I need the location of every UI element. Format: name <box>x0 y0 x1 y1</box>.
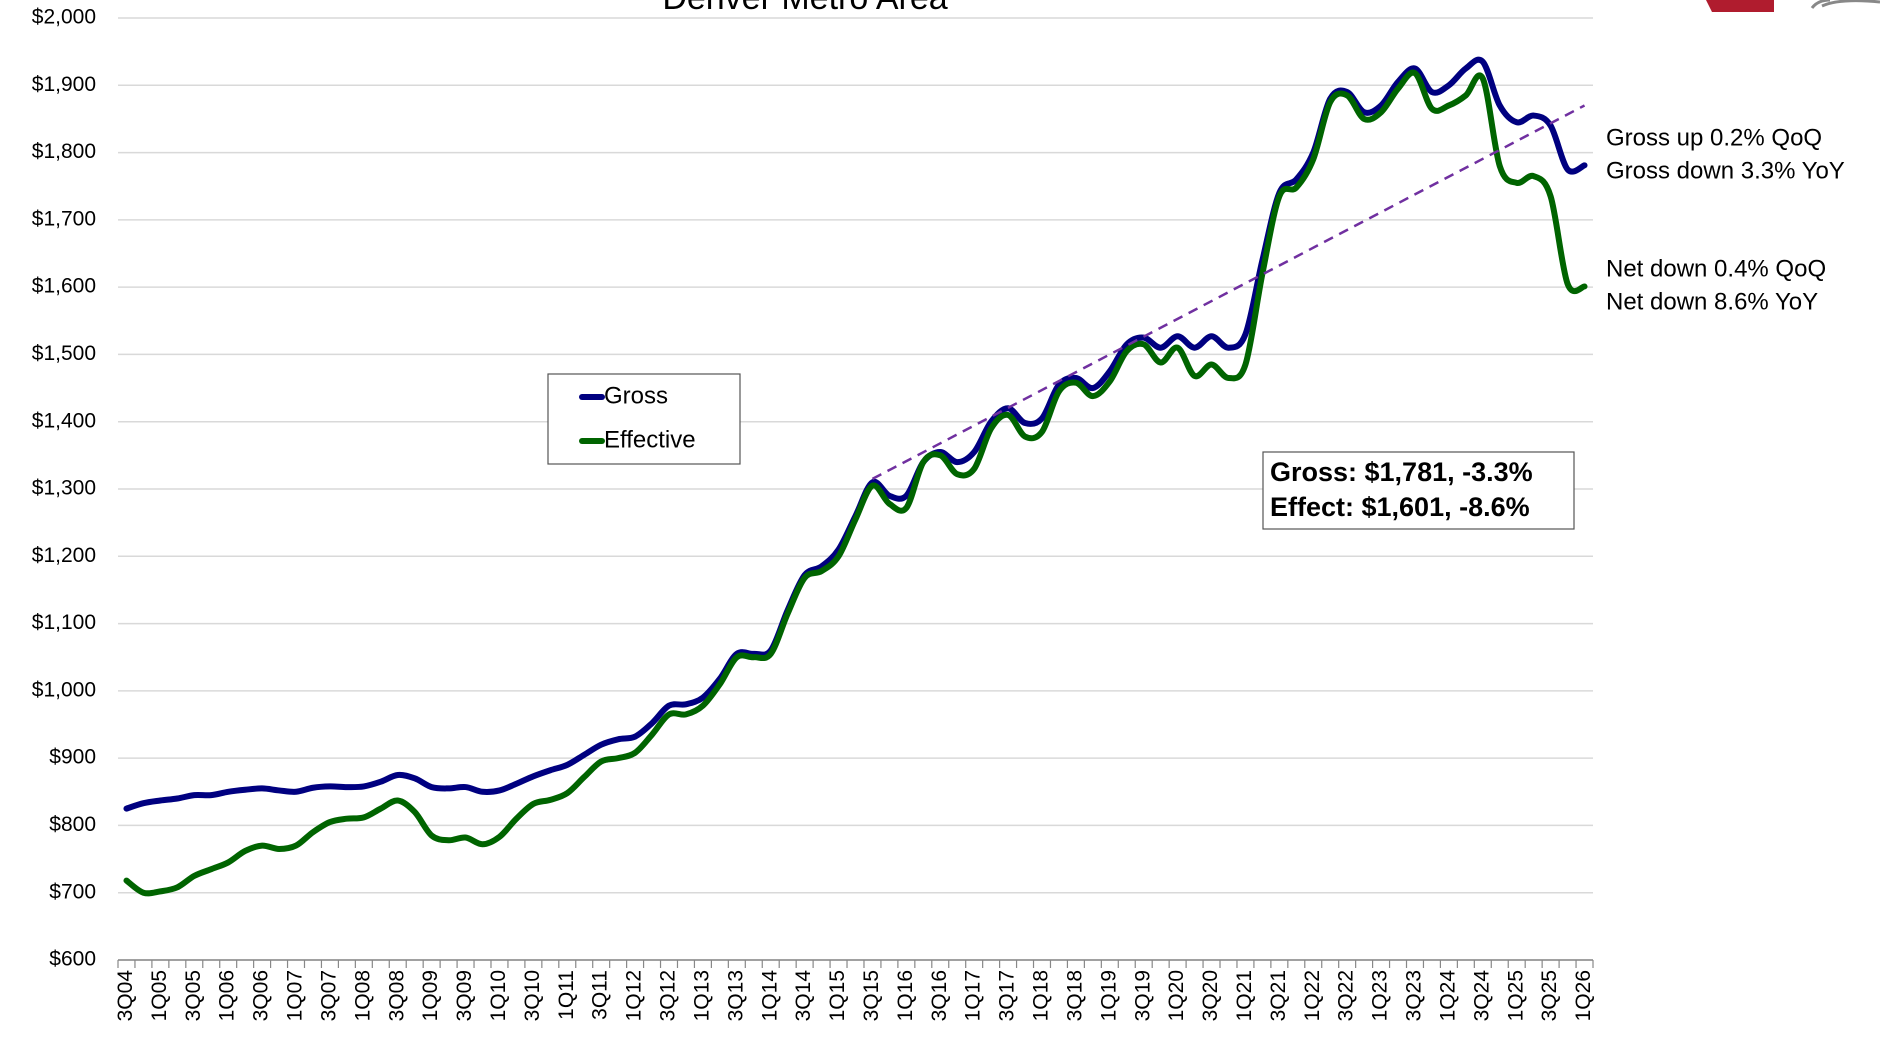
x-tick-label: 1Q15 <box>826 970 849 1021</box>
y-tick-label: $800 <box>49 813 96 836</box>
y-tick-label: $1,200 <box>32 544 96 567</box>
x-tick-label: 1Q18 <box>1030 970 1053 1021</box>
x-tick-label: 1Q22 <box>1301 970 1324 1021</box>
x-tick-label: 1Q10 <box>487 970 510 1021</box>
x-tick-label: 1Q11 <box>555 970 578 1020</box>
legend-label: Gross <box>604 382 668 409</box>
x-tick-label: 1Q21 <box>1233 970 1256 1021</box>
x-tick-label: 1Q06 <box>216 970 239 1021</box>
y-tick-label: $1,700 <box>32 207 96 230</box>
x-tick-label: 3Q19 <box>1131 970 1154 1021</box>
y-tick-label: $2,000 <box>32 6 96 29</box>
x-tick-label: 1Q05 <box>148 970 171 1021</box>
y-tick-label: $1,000 <box>32 678 96 701</box>
x-tick-label: 3Q25 <box>1538 970 1561 1021</box>
x-tick-label: 1Q20 <box>1165 970 1188 1021</box>
x-tick-label: 1Q08 <box>351 970 374 1021</box>
legend: Gross Effective <box>547 373 741 465</box>
x-tick-label: 1Q26 <box>1572 970 1595 1021</box>
x-tick-label: 1Q14 <box>758 970 781 1022</box>
x-tick-label: 3Q14 <box>792 970 815 1022</box>
x-tick-label: 1Q19 <box>1097 970 1120 1021</box>
x-tick-label: 3Q06 <box>250 970 273 1021</box>
x-tick-label: 1Q24 <box>1436 970 1459 1022</box>
x-tick-label: 1Q16 <box>894 970 917 1021</box>
x-tick-label: 3Q13 <box>724 970 747 1021</box>
x-tick-label: 3Q16 <box>928 970 951 1021</box>
x-tick-label: 1Q25 <box>1504 970 1527 1021</box>
y-tick-label: $1,600 <box>32 275 96 298</box>
x-tick-label: 3Q05 <box>182 970 205 1021</box>
series-line <box>123 69 1588 897</box>
y-tick-label: $1,100 <box>32 611 96 634</box>
x-tick-label: 1Q23 <box>1369 970 1392 1021</box>
trend-line <box>871 104 1586 481</box>
x-tick-label: 3Q08 <box>385 970 408 1021</box>
x-tick-label: 3Q09 <box>453 970 476 1021</box>
y-tick-label: $1,400 <box>32 409 96 432</box>
series-line <box>123 56 1588 812</box>
x-tick-label: 1Q17 <box>962 970 985 1021</box>
x-tick-label: 3Q12 <box>657 970 680 1021</box>
logo <box>1810 0 1880 9</box>
x-tick-label: 3Q20 <box>1199 970 1222 1021</box>
annotation: Net down 8.6% YoY <box>1606 288 1818 315</box>
y-tick-label: $1,300 <box>32 477 96 500</box>
summary-text: Gross: $1,781, -3.3% <box>1270 457 1533 487</box>
y-tick-label: $600 <box>49 948 96 971</box>
legend-label: Effective <box>604 426 696 453</box>
x-tick-label: 3Q21 <box>1267 970 1290 1021</box>
logo <box>1706 0 1774 12</box>
x-tick-label: 3Q10 <box>521 970 544 1021</box>
y-tick-label: $900 <box>49 746 96 769</box>
legend-box <box>547 373 741 465</box>
x-tick-label: 3Q18 <box>1063 970 1086 1021</box>
x-tick-label: 3Q22 <box>1335 970 1358 1021</box>
x-tick-label: 3Q11 <box>589 970 612 1020</box>
y-tick-label: $700 <box>49 880 96 903</box>
y-tick-label: $1,900 <box>32 73 96 96</box>
x-tick-label: 3Q24 <box>1470 970 1493 1022</box>
y-tick-label: $1,800 <box>32 140 96 163</box>
annotation: Net down 0.4% QoQ <box>1606 255 1826 282</box>
annotation: Gross down 3.3% YoY <box>1606 157 1845 184</box>
annotation: Gross up 0.2% QoQ <box>1606 124 1822 151</box>
x-tick-label: 3Q04 <box>114 970 137 1022</box>
x-tick-label: 3Q07 <box>317 970 340 1021</box>
x-tick-label: 3Q15 <box>860 970 883 1021</box>
x-tick-label: 3Q23 <box>1403 970 1426 1021</box>
x-tick-label: 1Q09 <box>419 970 442 1021</box>
chart-title: Denver Metro Area <box>662 0 947 17</box>
summary-text: Effect: $1,601, -8.6% <box>1270 492 1530 522</box>
y-tick-label: $1,500 <box>32 342 96 365</box>
x-tick-label: 1Q07 <box>284 970 307 1021</box>
summary-box <box>1262 451 1575 530</box>
x-tick-label: 1Q13 <box>690 970 713 1021</box>
x-tick-label: 3Q17 <box>996 970 1019 1021</box>
x-tick-label: 1Q12 <box>623 970 646 1021</box>
